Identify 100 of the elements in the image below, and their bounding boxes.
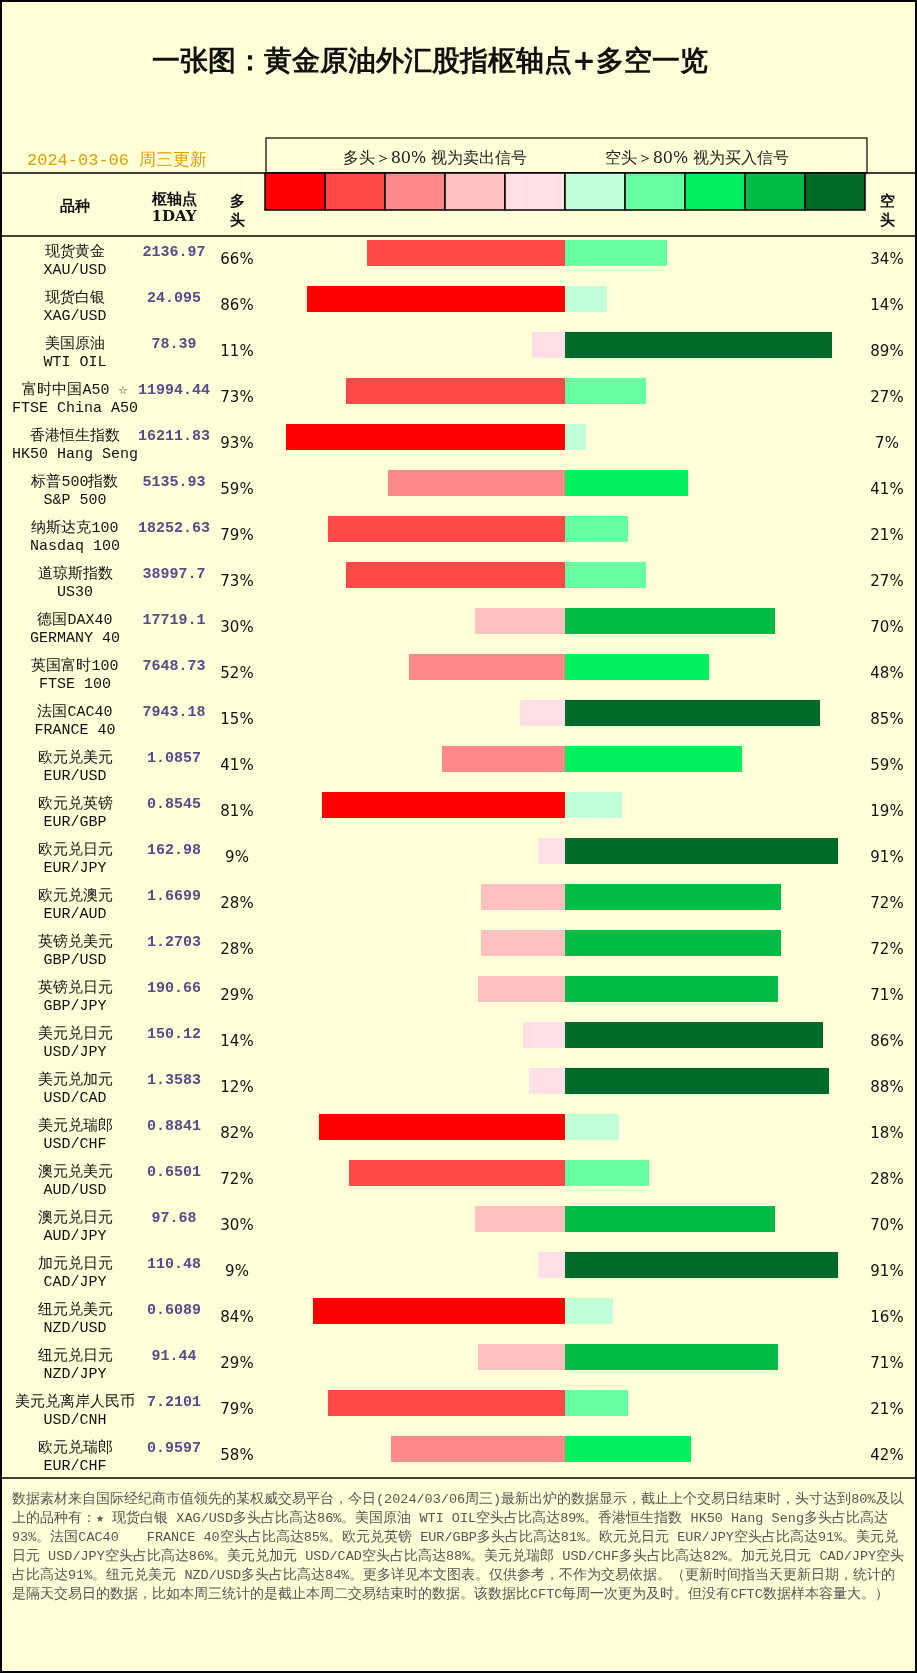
data-label: 34% <box>870 250 904 268</box>
data-label: 79% <box>220 1400 254 1418</box>
y-tick-label: 英国富时100 FTSE 100 <box>31 657 119 693</box>
text: 1.2703 <box>146 934 202 951</box>
text: 150.12 <box>146 1026 202 1043</box>
text: 7943.18 <box>142 704 206 721</box>
y-tick-label: 欧元兑澳元 EUR/AUD <box>37 887 113 923</box>
y-tick-label: 美元兑日元 USD/JPY <box>37 1025 113 1061</box>
data-label: 30% <box>220 1216 254 1234</box>
data-label: 70% <box>870 1216 904 1234</box>
y-tick-label: 美元兑瑞郎 USD/CHF <box>37 1117 113 1153</box>
y-tick-label: 富时中国A50 ☆ FTSE China A50 <box>11 381 139 417</box>
y-tick-label: 纽元兑美元 NZD/USD <box>37 1301 113 1337</box>
text: 多头＞80% 视为卖出信号 <box>342 148 528 167</box>
text: 0.6089 <box>146 1302 202 1319</box>
y-tick-label: 欧元兑英镑 EUR/GBP <box>37 795 113 831</box>
y-tick-label: 美元兑加元 USD/CAD <box>37 1071 113 1107</box>
data-label: 86% <box>220 296 254 314</box>
text: 2136.97 <box>142 244 206 261</box>
text: 0.8841 <box>146 1118 202 1135</box>
y-tick-label: 澳元兑美元 AUD/USD <box>37 1163 113 1199</box>
data-label: 28% <box>220 894 254 912</box>
data-label: 72% <box>870 940 904 958</box>
text: 162.98 <box>146 842 202 859</box>
data-label: 27% <box>870 572 904 590</box>
data-label: 29% <box>220 986 254 1004</box>
text: 18252.63 <box>137 520 211 537</box>
y-tick-label: 欧元兑瑞郎 EUR/CHF <box>37 1439 113 1475</box>
data-label: 14% <box>220 1032 254 1050</box>
data-label: 70% <box>870 618 904 636</box>
y-tick-label: 英镑兑美元 GBP/USD <box>37 933 113 969</box>
data-label: 93% <box>220 434 254 452</box>
text: 16211.83 <box>137 428 211 445</box>
data-label: 27% <box>870 388 904 406</box>
data-label: 59% <box>870 756 904 774</box>
data-label: 71% <box>870 986 904 1004</box>
text: 17719.1 <box>142 612 206 629</box>
data-label: 91% <box>870 1262 904 1280</box>
data-label: 71% <box>870 1354 904 1372</box>
text: 枢轴点 1DAY <box>150 190 197 225</box>
chart-title: 一张图：黄金原油外汇股指枢轴点+多空一览 <box>152 44 708 77</box>
data-label: 9% <box>225 848 249 866</box>
y-tick-label: 美元兑离岸人民币 USD/CNH <box>15 1393 135 1429</box>
data-label: 9% <box>225 1262 249 1280</box>
data-label: 21% <box>870 526 904 544</box>
data-label: 66% <box>220 250 254 268</box>
text: 2024-03-06 周三更新 <box>27 150 208 170</box>
y-tick-label: 澳元兑日元 AUD/JPY <box>37 1209 113 1245</box>
data-label: 16% <box>870 1308 904 1326</box>
text: 7648.73 <box>142 658 206 675</box>
text: 7.2101 <box>146 1394 202 1411</box>
data-label: 48% <box>870 664 904 682</box>
data-label: 85% <box>870 710 904 728</box>
y-axis-title: 品种 <box>60 197 90 215</box>
data-label: 84% <box>220 1308 254 1326</box>
y-tick-label: 纳斯达克100 Nasdaq 100 <box>29 519 121 555</box>
y-tick-label: 现货白银 XAG/USD <box>43 289 107 325</box>
y-tick-label: 纽元兑日元 NZD/JPY <box>37 1347 113 1383</box>
text: 110.48 <box>146 1256 202 1273</box>
data-label: 18% <box>870 1124 904 1142</box>
legend: 多头 <box>229 172 566 229</box>
legend: 空头 <box>564 172 895 229</box>
data-label: 42% <box>870 1446 904 1464</box>
text: 1.0857 <box>146 750 202 767</box>
data-label: 28% <box>220 940 254 958</box>
text: 空头＞80% 视为买入信号 <box>604 148 790 167</box>
text: 数据素材来自国际经纪商市值领先的某权威交易平台，今日(2024/03/06周三)最新出炉的数据显示，截止上个交易日结束时，头寸达到80%及以上的品种有：★ 现货白银 XAG/USD多头占比高达86%。美国原油 WTI OIL空头占比高达89%。香港恒生指数 HK50 Hang Seng多头占比高达93%。法国CAC40 FRANCE 40空头占比高达85%。欧元兑英镑 EUR/GBP多头占比高达81%。欧元兑日元 EUR/JPY空头占比高达91%。美元兑日元 USD/JPY空头占比高达86%。美元兑加元 USD/CAD空头占比高达88%。美元兑瑞郎 USD/CHF多头占比高达82%。加元兑日元 CAD/JPY空头占比高达91%。纽元兑美元 NZD/USD多头占比高达84%。更多详见本文图表。仅供参考，不作为交易依据。（更新时间指当天更新日期，统计的是隔天交易日的数据，比如本周三统计的是截止本周二交易结束时的数据。该数据比CFTC每周一次更为及时。但没有CFTC数据样本容量大。） <box>12 1490 905 1604</box>
y-tick-label: 香港恒生指数 HK50 Hang Seng <box>11 427 139 463</box>
y-tick-label: 欧元兑美元 EUR/USD <box>37 749 113 785</box>
y-tick-label: 道琼斯指数 US30 <box>37 565 113 601</box>
y-tick-label: 欧元兑日元 EUR/JPY <box>37 841 113 877</box>
text: 91.44 <box>151 1348 197 1365</box>
data-label: 28% <box>870 1170 904 1188</box>
text: 190.66 <box>146 980 202 997</box>
y-tick-label: 现货黄金 XAU/USD <box>43 243 107 279</box>
data-label: 88% <box>870 1078 904 1096</box>
text: 0.6501 <box>146 1164 202 1181</box>
data-label: 21% <box>870 1400 904 1418</box>
data-label: 15% <box>220 710 254 728</box>
data-label: 72% <box>220 1170 254 1188</box>
data-label: 86% <box>870 1032 904 1050</box>
text: 97.68 <box>151 1210 197 1227</box>
data-label: 59% <box>220 480 254 498</box>
text: 38997.7 <box>142 566 206 583</box>
data-label: 41% <box>870 480 904 498</box>
data-label: 41% <box>220 756 254 774</box>
data-label: 91% <box>870 848 904 866</box>
data-label: 73% <box>220 572 254 590</box>
y-tick-label: 加元兑日元 CAD/JPY <box>37 1255 113 1291</box>
data-label: 19% <box>870 802 904 820</box>
text: 1.6699 <box>146 888 202 905</box>
text: 11994.44 <box>137 382 211 399</box>
data-label: 73% <box>220 388 254 406</box>
data-label: 12% <box>220 1078 254 1096</box>
text: 0.9597 <box>146 1440 202 1457</box>
data-label: 72% <box>870 894 904 912</box>
text: 0.8545 <box>146 796 202 813</box>
data-label: 58% <box>220 1446 254 1464</box>
y-tick-label: 标普500指数 S&P 500 <box>30 473 119 509</box>
data-label: 11% <box>220 342 254 360</box>
